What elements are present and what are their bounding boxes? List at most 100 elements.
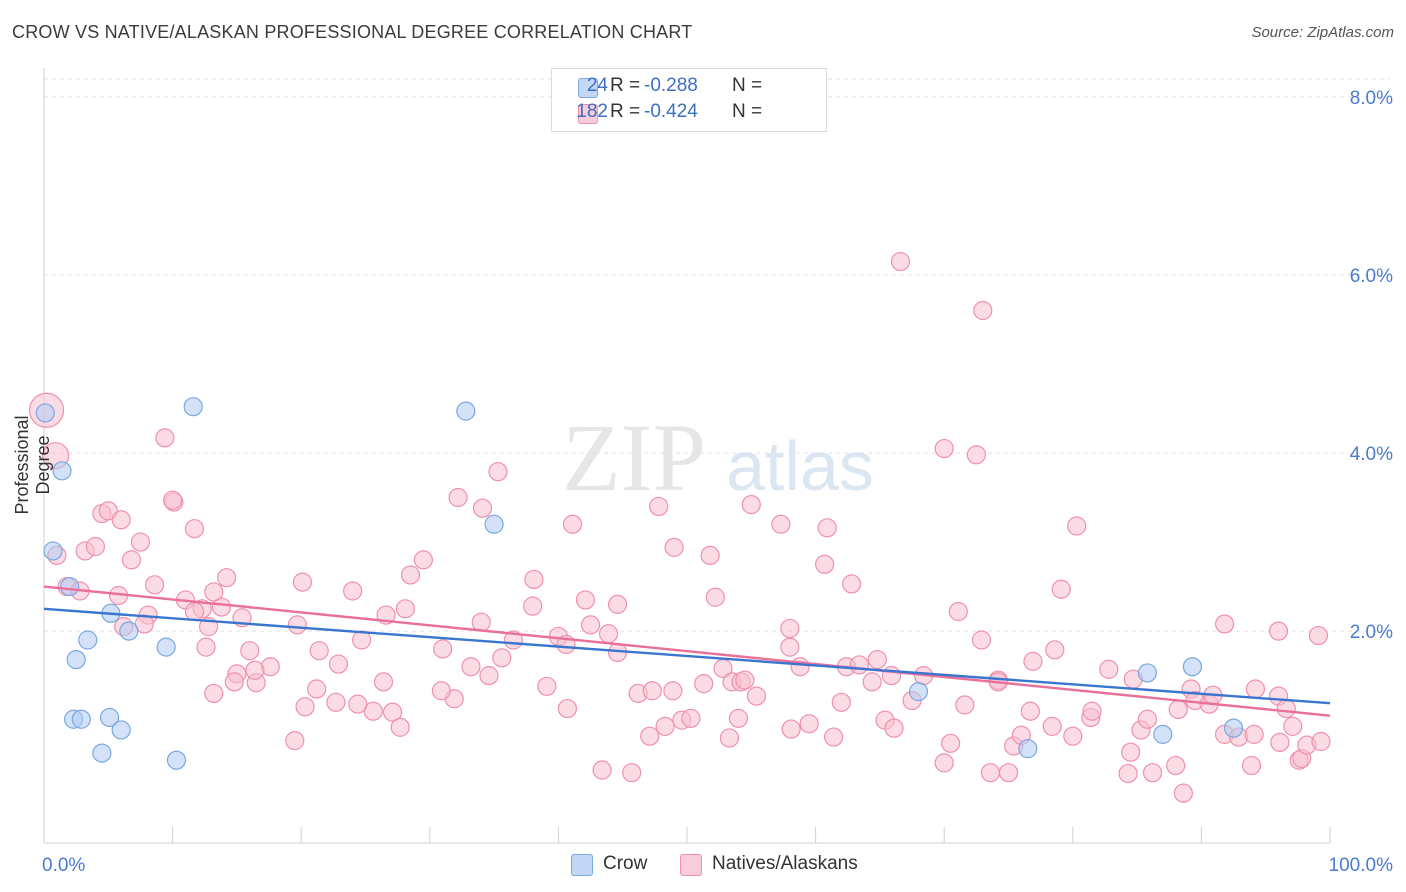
y-tick-label: 8.0% — [1350, 88, 1393, 109]
point-crow — [456, 401, 476, 421]
point-crow — [166, 750, 187, 770]
point-crow — [156, 637, 176, 657]
point-natives — [1270, 732, 1290, 753]
point-natives — [1045, 640, 1065, 660]
point-natives — [382, 702, 403, 722]
point-natives — [955, 695, 975, 715]
point-natives — [1137, 709, 1157, 729]
x-tick-label-min: 0.0% — [42, 855, 85, 876]
point-crow — [119, 621, 139, 641]
point-natives — [849, 655, 869, 675]
point-natives — [663, 681, 683, 701]
point-natives — [655, 716, 675, 736]
point-natives — [130, 532, 151, 552]
point-crow — [1018, 739, 1038, 759]
point-natives — [479, 666, 499, 686]
point-natives — [948, 601, 968, 622]
point-natives — [537, 676, 557, 696]
point-natives — [1308, 625, 1329, 646]
point-natives — [1020, 701, 1040, 721]
point-natives — [862, 672, 882, 692]
point-natives — [971, 630, 992, 650]
point-natives — [1118, 763, 1138, 784]
point-natives — [1023, 651, 1043, 671]
point-natives — [941, 733, 961, 753]
point-natives — [973, 300, 993, 321]
point-natives — [240, 641, 260, 661]
point-natives — [163, 490, 183, 510]
point-natives — [196, 637, 216, 657]
point-natives — [328, 654, 349, 674]
point-natives — [523, 596, 543, 616]
tick-labels: 2.0% 4.0% 6.0% 8.0% 0.0% 100.0% — [42, 88, 1393, 876]
legend-r-label: R = — [610, 75, 641, 96]
point-natives — [295, 697, 315, 717]
point-natives — [831, 692, 851, 712]
point-natives — [184, 601, 205, 622]
point-natives — [580, 615, 601, 635]
point-natives — [492, 648, 512, 668]
point-natives — [1276, 698, 1296, 719]
point-natives — [471, 612, 491, 632]
point-natives — [867, 649, 887, 670]
point-natives — [1063, 726, 1083, 746]
point-crow — [111, 720, 131, 740]
point-crow — [60, 576, 80, 597]
y-tick-label: 6.0% — [1350, 266, 1393, 287]
watermark-zip: ZIP — [562, 404, 706, 511]
point-natives — [1166, 755, 1186, 776]
point-natives — [705, 587, 725, 607]
point-natives — [790, 657, 810, 677]
point-natives — [934, 753, 954, 773]
point-crow — [52, 461, 72, 481]
point-natives — [562, 514, 583, 534]
point-natives — [824, 727, 844, 747]
legend-n-value: 182 — [576, 101, 608, 122]
point-natives — [204, 582, 224, 602]
point-natives — [472, 498, 493, 518]
point-natives — [980, 763, 1001, 783]
point-natives — [204, 683, 224, 704]
point-crow — [908, 682, 929, 702]
trend-lines — [43, 585, 1331, 717]
point-natives — [1214, 614, 1235, 634]
point-natives — [1241, 755, 1262, 776]
series-natives-alaskans — [28, 251, 1331, 803]
point-natives — [1168, 699, 1188, 720]
point-natives — [184, 519, 205, 539]
point-natives — [448, 487, 468, 508]
point-natives — [575, 590, 596, 610]
point-natives — [309, 641, 329, 661]
point-crow — [183, 397, 203, 417]
point-natives — [85, 536, 106, 557]
stats-legend: R = -0.288 N = 24 R = -0.424 N = 182 — [551, 68, 827, 132]
point-crow — [1223, 718, 1244, 738]
point-natives — [598, 624, 619, 644]
point-natives — [664, 537, 684, 557]
point-natives — [694, 674, 714, 694]
point-natives — [884, 718, 904, 738]
point-natives — [144, 575, 165, 595]
bottom-legend-swatch-natives — [680, 854, 702, 876]
legend-swatch-natives — [578, 104, 598, 124]
point-natives — [390, 717, 410, 737]
point-natives — [155, 428, 175, 448]
point-natives — [728, 708, 749, 728]
point-natives — [524, 569, 544, 590]
legend-n-value: 24 — [586, 75, 608, 96]
chart-source: Source: ZipAtlas.com — [1251, 24, 1394, 41]
point-natives — [966, 445, 986, 465]
point-natives — [121, 550, 142, 570]
trend-line-natives — [43, 585, 1331, 717]
point-natives — [287, 615, 307, 635]
point-natives — [640, 726, 660, 746]
trend-line-crow — [43, 607, 1331, 705]
legend-r-value: -0.424 — [644, 101, 698, 122]
point-natives — [433, 639, 453, 659]
point-natives — [224, 672, 244, 692]
point-natives — [780, 637, 800, 657]
point-natives — [211, 597, 232, 617]
point-natives — [741, 495, 761, 515]
chart-title: CROW VS NATIVE/ALASKAN PROFESSIONAL DEGR… — [12, 22, 693, 42]
point-natives — [557, 698, 578, 719]
